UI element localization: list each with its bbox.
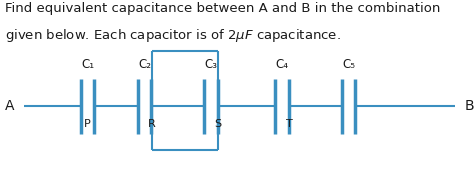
Text: C₅: C₅ [342, 58, 355, 71]
Text: T: T [286, 119, 292, 129]
Text: R: R [148, 119, 155, 129]
Text: S: S [214, 119, 222, 129]
Text: given below. Each capacitor is of $2\mu F$ capacitance.: given below. Each capacitor is of $2\mu … [5, 27, 340, 44]
Text: C₄: C₄ [275, 58, 289, 71]
Text: Find equivalent capacitance between A and B in the combination: Find equivalent capacitance between A an… [5, 2, 440, 15]
Text: C₁: C₁ [81, 58, 94, 71]
Text: C₂: C₂ [138, 58, 151, 71]
Text: P: P [84, 119, 91, 129]
Text: C₃: C₃ [204, 58, 218, 71]
Text: A: A [5, 99, 14, 113]
Text: B: B [465, 99, 474, 113]
